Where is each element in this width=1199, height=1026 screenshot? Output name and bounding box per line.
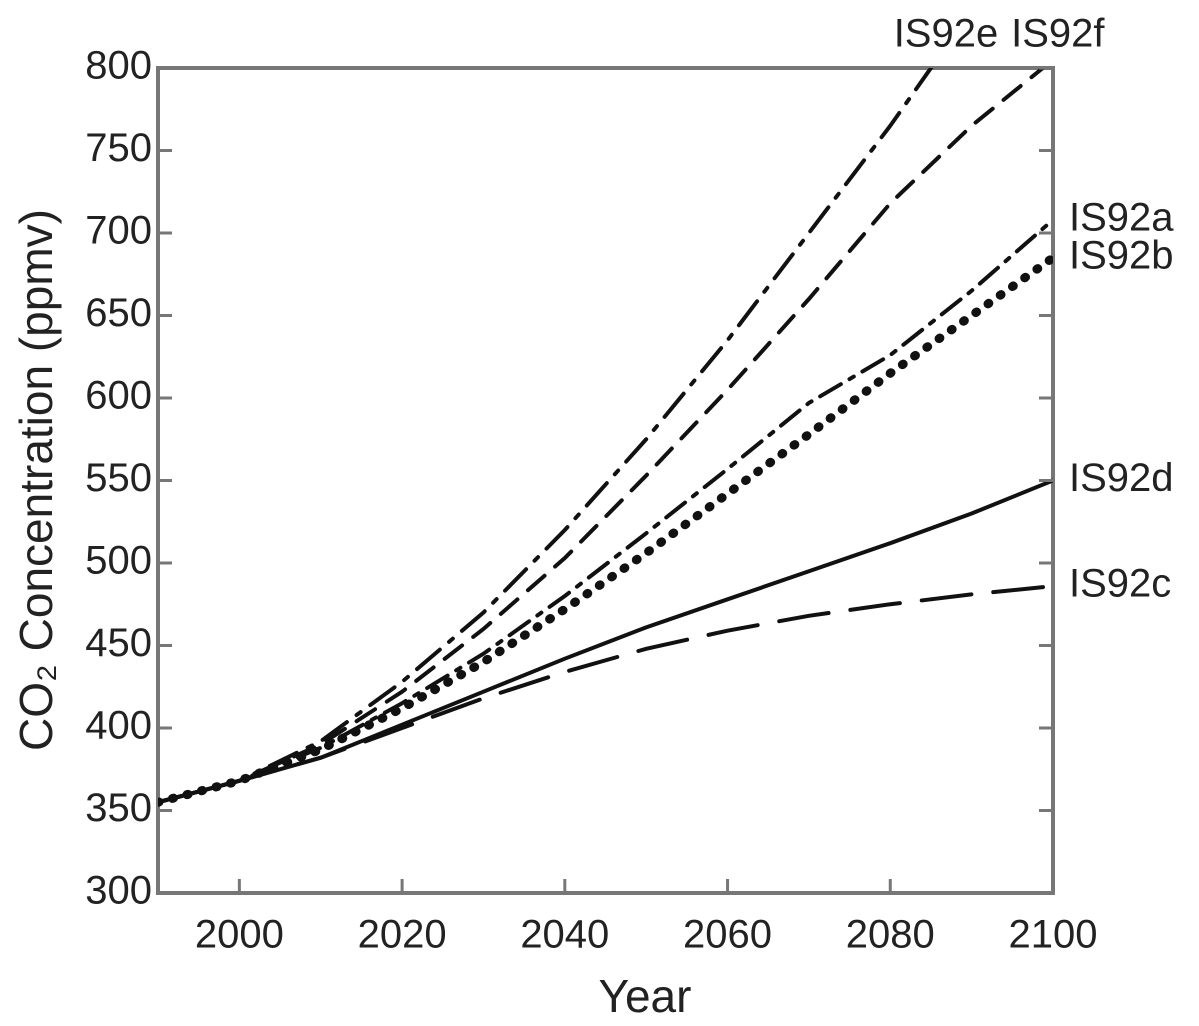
series-label: IS92f	[1011, 12, 1105, 56]
x-axis-label: Year	[599, 970, 692, 1022]
y-tick-label: 750	[85, 126, 152, 170]
series-line	[158, 253, 1053, 807]
series-label: IS92e	[894, 12, 999, 56]
series-line	[158, 68, 1047, 805]
y-tick-label: 500	[85, 539, 152, 583]
series-line	[158, 68, 934, 805]
y-tick-label: 300	[85, 869, 152, 913]
series-line	[158, 584, 1053, 805]
y-tick-label: 550	[85, 456, 152, 500]
y-axis-label: CO₂ Concentration (ppmv)	[10, 209, 62, 751]
plot-frame	[156, 66, 1055, 895]
x-tick-label: 2100	[1009, 913, 1098, 957]
y-tick-label: 600	[85, 374, 152, 418]
series-label: IS92c	[1069, 562, 1171, 606]
x-tick-label: 2060	[683, 913, 772, 957]
series-label: IS92a	[1069, 195, 1174, 239]
series-line	[158, 217, 1053, 805]
y-tick-label: 350	[85, 786, 152, 830]
y-tick-label: 400	[85, 704, 152, 748]
series-label: IS92d	[1069, 456, 1174, 500]
y-tick-label: 450	[85, 621, 152, 665]
y-tick-label: 700	[85, 209, 152, 253]
x-tick-label: 2040	[520, 913, 609, 957]
y-tick-label: 800	[85, 44, 152, 88]
x-tick-label: 2080	[846, 913, 935, 957]
x-tick-label: 2000	[195, 913, 284, 957]
y-tick-label: 650	[85, 291, 152, 335]
series-label: IS92b	[1069, 233, 1174, 277]
lines	[158, 68, 1053, 807]
x-tick-label: 2020	[358, 913, 447, 957]
